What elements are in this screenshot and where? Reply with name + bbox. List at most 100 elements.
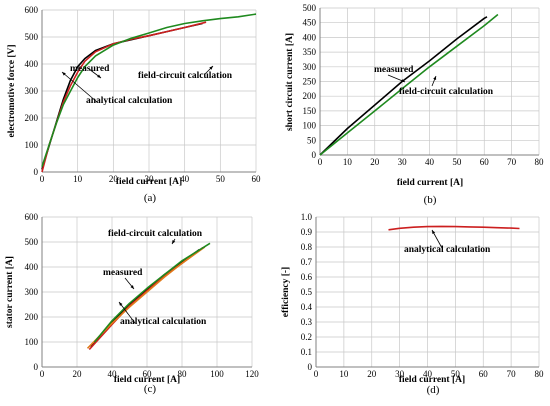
x-tick-label: 40 <box>423 369 433 379</box>
x-tick-label: 20 <box>73 369 83 379</box>
y-tick-label: 600 <box>25 212 39 222</box>
x-tick-label: 30 <box>395 369 405 379</box>
x-tick-label: 80 <box>178 369 188 379</box>
x-axis-label: field current [A] <box>399 375 465 385</box>
annotation-label: analytical calculation <box>86 96 173 106</box>
x-tick-label: 30 <box>145 174 155 184</box>
y-tick-label: 300 <box>25 86 39 96</box>
x-tick-label: 80 <box>535 369 545 379</box>
y-tick-label: 0.8 <box>301 242 313 252</box>
series-line-2 <box>86 246 206 349</box>
series-line-0 <box>319 16 488 156</box>
chart-panel-c: 0 20 40 60 80 100 120 0 100 200 300 400 500 600 field-… <box>5 212 259 395</box>
annotation-arrowhead <box>130 285 134 289</box>
x-tick-label: 60 <box>143 369 153 379</box>
annotation-arrowhead <box>401 79 405 83</box>
annotation-label: field-circuit calculation <box>399 87 494 97</box>
x-tick-label: 10 <box>73 174 83 184</box>
y-tick-label: 200 <box>25 113 39 123</box>
y-tick-label: 350 <box>303 47 317 57</box>
x-tick-label: 120 <box>245 369 259 379</box>
annotation-arrowhead <box>119 302 123 306</box>
x-tick-label: 20 <box>109 174 119 184</box>
x-tick-label: 0 <box>314 369 319 379</box>
y-tick-label: 0.4 <box>301 302 313 312</box>
x-tick-label: 10 <box>343 157 353 167</box>
x-axis-label: field current [A] <box>397 178 463 188</box>
x-tick-label: 0 <box>40 369 45 379</box>
y-tick-label: 250 <box>303 77 317 87</box>
x-tick-label: 20 <box>367 369 377 379</box>
x-tick-label: 70 <box>507 157 517 167</box>
y-tick-label: 1.0 <box>301 212 313 222</box>
y-tick-label: 200 <box>25 312 39 322</box>
y-tick-label: 450 <box>303 18 317 28</box>
x-tick-label: 60 <box>480 157 490 167</box>
y-tick-label: 0.5 <box>301 287 313 297</box>
chart-panel-d: 0 10 20 30 40 50 60 70 80 0 0.1 0.2 0.3 0.4 0.5 0.6 0.7 0… <box>281 212 544 396</box>
x-tick-label: 40 <box>180 174 190 184</box>
x-tick-label: 50 <box>216 174 226 184</box>
y-tick-label: 200 <box>303 91 317 101</box>
y-tick-label: 0 <box>312 150 317 160</box>
y-axis-label: short circuit current [A] <box>285 33 295 131</box>
panel-caption: (c) <box>144 383 157 395</box>
annotation-label: analytical calculation <box>120 317 207 327</box>
x-tick-label: 10 <box>339 369 349 379</box>
x-tick-label: 100 <box>210 369 224 379</box>
x-axis-label: field current [A] <box>114 375 180 385</box>
annotation-arrowhead <box>432 230 436 234</box>
y-axis-label: efficiency [-] <box>281 267 291 317</box>
y-tick-label: 500 <box>303 3 317 13</box>
y-tick-label: 150 <box>303 106 317 116</box>
x-tick-label: 50 <box>451 369 461 379</box>
annotation-label: measured <box>374 65 414 75</box>
y-tick-label: 0.3 <box>301 317 313 327</box>
x-tick-label: 40 <box>108 369 118 379</box>
x-tick-label: 20 <box>370 157 380 167</box>
y-tick-label: 500 <box>25 32 39 42</box>
annotation-arrowhead <box>209 66 213 70</box>
x-tick-label: 40 <box>425 157 435 167</box>
series-line-0 <box>388 225 520 231</box>
annotation-label: measured <box>70 64 110 74</box>
annotation-arrow <box>118 301 136 324</box>
x-tick-label: 0 <box>318 157 323 167</box>
y-tick-label: 400 <box>25 262 39 272</box>
x-tick-label: 0 <box>40 174 45 184</box>
y-tick-label: 0.2 <box>301 332 312 342</box>
y-tick-label: 0.6 <box>301 272 313 282</box>
y-tick-label: 300 <box>303 62 317 72</box>
series-line-2 <box>41 13 257 167</box>
x-tick-label: 30 <box>398 157 408 167</box>
x-tick-label: 70 <box>507 369 517 379</box>
y-axis-label: electromotive force [V] <box>7 44 17 137</box>
y-tick-label: 0.7 <box>301 257 313 267</box>
panel-caption: (d) <box>427 384 440 396</box>
series-line-3 <box>93 242 211 343</box>
annotation-arrowhead <box>433 76 437 80</box>
annotation-arrowhead <box>172 240 176 244</box>
y-tick-label: 400 <box>25 59 39 69</box>
y-tick-label: 0.9 <box>301 227 313 237</box>
chart-panel-b: 0 10 20 30 40 50 60 70 80 0 50 100 150 200 250 300 350 40… <box>285 3 544 206</box>
annotation-label: field-circuit calculation <box>138 71 233 81</box>
y-tick-label: 0 <box>308 362 313 372</box>
y-tick-label: 0.1 <box>301 347 312 357</box>
annotation-arrowhead <box>97 74 101 78</box>
panel-caption: (b) <box>424 194 437 206</box>
y-tick-label: 100 <box>303 121 317 131</box>
y-tick-label: 400 <box>303 32 317 42</box>
series-line-1 <box>319 13 499 156</box>
x-tick-label: 80 <box>535 157 545 167</box>
annotation-arrowhead <box>62 72 66 76</box>
chart-panel-a: 0 10 20 30 40 50 600100200300400500600measured… <box>7 5 261 204</box>
annotation-label: field-circuit calculation <box>108 229 203 239</box>
x-tick-label: 60 <box>252 174 262 184</box>
y-tick-label: 0 <box>34 362 39 372</box>
panel-caption: (a) <box>144 192 157 204</box>
y-tick-label: 300 <box>25 287 39 297</box>
annotation-label: analytical calculation <box>404 245 491 255</box>
x-axis-label: field current [A] <box>116 177 182 187</box>
